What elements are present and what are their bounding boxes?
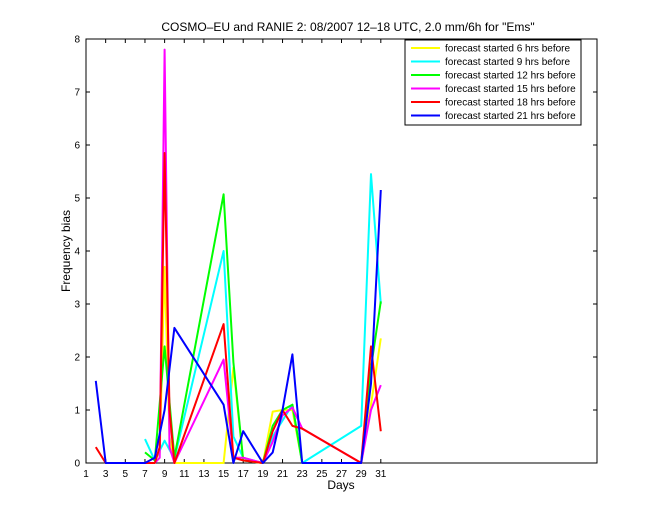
x-tick-label: 23 [297,469,309,480]
series-line-5 [94,152,382,464]
y-tick-label: 1 [74,406,80,417]
y-tick-label: 5 [74,194,80,205]
x-tick-label: 31 [375,469,387,480]
x-tick-label: 1 [83,469,89,480]
y-tick-label: 0 [74,459,80,470]
legend-entry: forecast started 15 hrs before [445,84,576,95]
x-axis-label: Days [327,478,354,492]
series-lines [94,48,382,464]
legend-entry: forecast started 21 hrs before [445,111,576,122]
x-tick-label: 25 [316,469,328,480]
chart-title: COSMO–EU and RANIE 2: 08/2007 12–18 UTC,… [161,20,534,34]
y-tick-label: 7 [74,88,80,99]
y-tick-label: 4 [74,247,80,258]
x-tick-label: 27 [336,469,348,480]
y-tick-label: 2 [74,353,80,364]
x-tick-label: 3 [103,469,109,480]
x-tick-label: 9 [162,469,168,480]
x-tick-label: 15 [218,469,230,480]
x-tick-label: 19 [257,469,269,480]
x-tick-label: 21 [277,469,289,480]
x-tick-label: 5 [123,469,129,480]
y-tick-label: 3 [74,300,80,311]
y-axis-label: Frequency bias [59,210,73,292]
x-tick-label: 13 [198,469,210,480]
legend-box [404,39,582,126]
x-tick-label: 7 [142,469,148,480]
legend-entry: forecast started 18 hrs before [445,98,576,109]
y-tick-label: 8 [74,35,80,46]
legend: forecast started 6 hrs before forecast st… [404,39,582,126]
x-tick-label: 11 [179,469,190,480]
x-tick-label: 29 [356,469,368,480]
legend-entry: forecast started 12 hrs before [445,71,576,82]
series-line-6 [94,189,382,464]
x-tick-label: 17 [238,469,250,480]
legend-entry: forecast started 6 hrs before [445,44,571,55]
y-tick-label: 6 [74,141,80,152]
legend-entry: forecast started 9 hrs before [445,57,571,68]
